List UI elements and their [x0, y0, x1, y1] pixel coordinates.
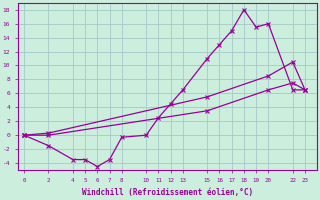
- X-axis label: Windchill (Refroidissement éolien,°C): Windchill (Refroidissement éolien,°C): [82, 188, 253, 197]
